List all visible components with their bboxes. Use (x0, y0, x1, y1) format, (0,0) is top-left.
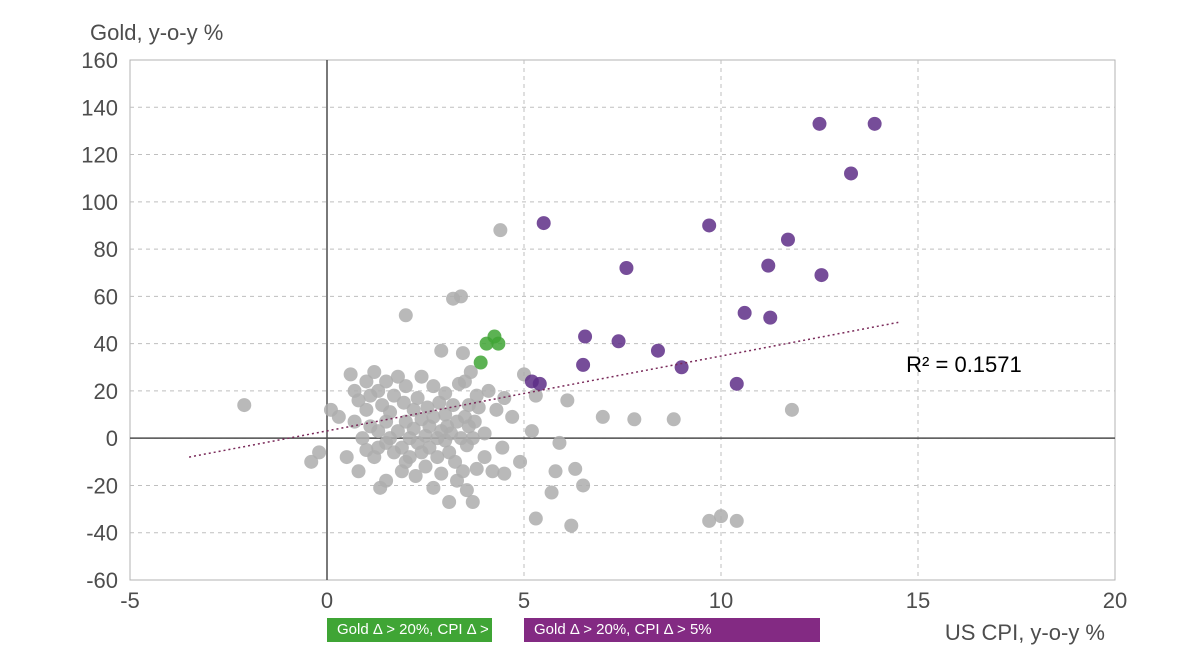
point-purple (578, 330, 592, 344)
point-grey (399, 379, 413, 393)
scatter-chart: -5 0 5 10 15 20 -60 -40 -20 0 20 40 60 80 100 120 140 160… (0, 0, 1200, 670)
point-grey (576, 478, 590, 492)
point-grey (560, 393, 574, 407)
point-grey (426, 481, 440, 495)
point-grey (352, 464, 366, 478)
point-purple (537, 216, 551, 230)
point-green (491, 337, 505, 351)
point-purple (814, 268, 828, 282)
x-tick-label: 0 (321, 588, 333, 613)
point-grey (478, 450, 492, 464)
x-tick-label: 10 (709, 588, 733, 613)
point-grey (367, 365, 381, 379)
point-purple (813, 117, 827, 131)
y-tick-label: 60 (94, 284, 118, 309)
point-grey (482, 384, 496, 398)
point-grey (426, 379, 440, 393)
point-grey (495, 441, 509, 455)
point-purple (702, 218, 716, 232)
point-grey (627, 412, 641, 426)
y-tick-label: 20 (94, 379, 118, 404)
r-squared-label: R² = 0.1571 (906, 352, 1022, 377)
y-tick-label: 100 (81, 190, 118, 215)
point-grey (419, 460, 433, 474)
point-grey (596, 410, 610, 424)
point-purple (761, 259, 775, 273)
point-grey (434, 344, 448, 358)
point-grey (714, 509, 728, 523)
point-purple (533, 377, 547, 391)
point-grey (438, 386, 452, 400)
point-grey (497, 467, 511, 481)
chart-svg: -5 0 5 10 15 20 -60 -40 -20 0 20 40 60 80 100 120 140 160… (0, 0, 1200, 670)
y-tick-label: -60 (86, 568, 118, 593)
point-grey (344, 367, 358, 381)
point-grey (468, 415, 482, 429)
x-tick-label: 5 (518, 588, 530, 613)
point-grey (513, 455, 527, 469)
point-grey (340, 450, 354, 464)
point-grey (525, 424, 539, 438)
y-tick-label: 80 (94, 237, 118, 262)
x-tick-label: 20 (1103, 588, 1127, 613)
point-grey (383, 405, 397, 419)
point-green (474, 356, 488, 370)
point-grey (472, 400, 486, 414)
point-grey (446, 398, 460, 412)
x-tick-label: 15 (906, 588, 930, 613)
point-grey (399, 308, 413, 322)
point-grey (489, 403, 503, 417)
point-grey (442, 495, 456, 509)
point-grey (456, 464, 470, 478)
point-grey (529, 512, 543, 526)
point-purple (868, 117, 882, 131)
point-grey (730, 514, 744, 528)
point-purple (612, 334, 626, 348)
point-grey (454, 289, 468, 303)
point-grey (415, 370, 429, 384)
y-tick-label: 40 (94, 332, 118, 357)
y-tick-label: 140 (81, 95, 118, 120)
y-axis-title: Gold, y-o-y % (90, 20, 223, 45)
point-grey (434, 467, 448, 481)
y-tick-label: -40 (86, 521, 118, 546)
y-tick-label: 160 (81, 48, 118, 73)
x-tick-label: -5 (120, 588, 140, 613)
point-grey (379, 474, 393, 488)
point-grey (564, 519, 578, 533)
y-tick-label: -20 (86, 473, 118, 498)
point-grey (485, 464, 499, 478)
point-grey (549, 464, 563, 478)
point-grey (237, 398, 251, 412)
point-grey (426, 410, 440, 424)
point-grey (348, 415, 362, 429)
point-grey (466, 495, 480, 509)
point-grey (785, 403, 799, 417)
point-grey (312, 445, 326, 459)
point-grey (493, 223, 507, 237)
point-purple (781, 233, 795, 247)
point-purple (576, 358, 590, 372)
point-grey (545, 486, 559, 500)
point-purple (763, 311, 777, 325)
point-grey (667, 412, 681, 426)
legend-green: Gold Δ > 20%, CPI Δ > 4% (327, 618, 492, 642)
point-grey (552, 436, 566, 450)
point-grey (359, 403, 373, 417)
point-purple (619, 261, 633, 275)
point-purple (651, 344, 665, 358)
point-purple (738, 306, 752, 320)
legend-purple: Gold Δ > 20%, CPI Δ > 5% (524, 618, 820, 642)
y-tick-label: 0 (106, 426, 118, 451)
point-grey (505, 410, 519, 424)
point-purple (844, 166, 858, 180)
point-grey (478, 426, 492, 440)
point-grey (456, 346, 470, 360)
x-axis-title: US CPI, y-o-y % (945, 620, 1105, 645)
point-grey (568, 462, 582, 476)
point-grey (470, 462, 484, 476)
y-tick-label: 120 (81, 143, 118, 168)
point-grey (332, 410, 346, 424)
point-purple (730, 377, 744, 391)
